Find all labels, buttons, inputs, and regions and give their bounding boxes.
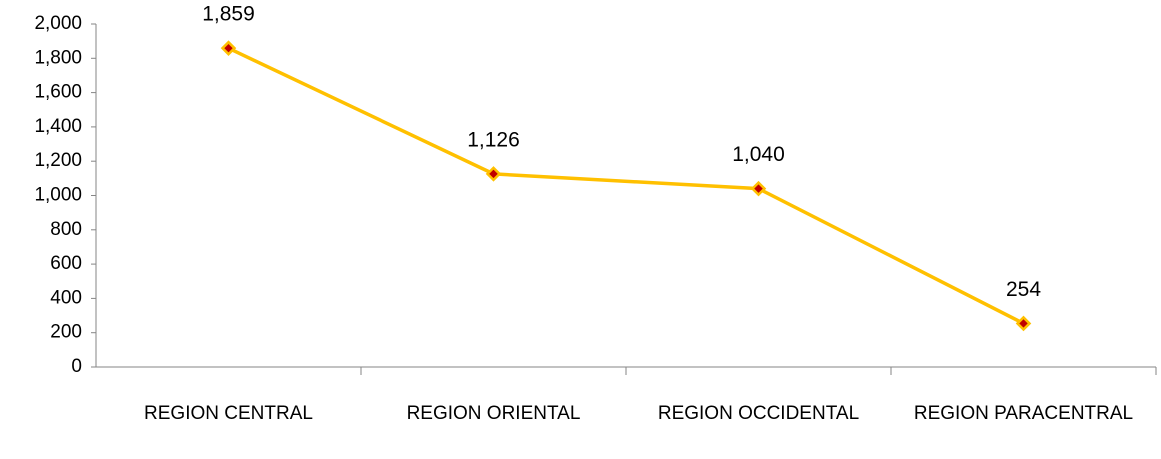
- data-label: 254: [1006, 278, 1041, 301]
- y-tick-label: 1,400: [34, 116, 82, 137]
- y-tick-label: 1,000: [34, 185, 82, 206]
- y-tick-label: 0: [71, 356, 82, 377]
- marker: [750, 180, 767, 197]
- y-tick-label: 1,200: [34, 150, 82, 171]
- x-tick-label: REGION CENTRAL: [144, 403, 313, 424]
- x-tick-label: REGION PARACENTRAL: [913, 403, 1134, 424]
- y-tick-label: 2,000: [34, 13, 82, 34]
- y-tick-label: 1,800: [34, 47, 82, 68]
- y-tick-label: 200: [50, 322, 82, 343]
- marker: [485, 166, 502, 182]
- data-label: 1,126: [467, 128, 520, 151]
- y-tick-label: 800: [50, 219, 82, 240]
- marker: [220, 40, 237, 56]
- data-label: 1,040: [732, 143, 785, 166]
- y-tick-label: 1,600: [34, 82, 82, 103]
- y-tick-label: 600: [50, 253, 82, 274]
- y-tick-label: 400: [50, 287, 82, 308]
- data-label: 1,859: [202, 3, 255, 26]
- marker: [1015, 315, 1032, 332]
- x-tick-label: REGION ORIENTAL: [406, 403, 581, 424]
- x-tick-label: REGION OCCIDENTAL: [657, 403, 860, 424]
- line: [227, 46, 1025, 325]
